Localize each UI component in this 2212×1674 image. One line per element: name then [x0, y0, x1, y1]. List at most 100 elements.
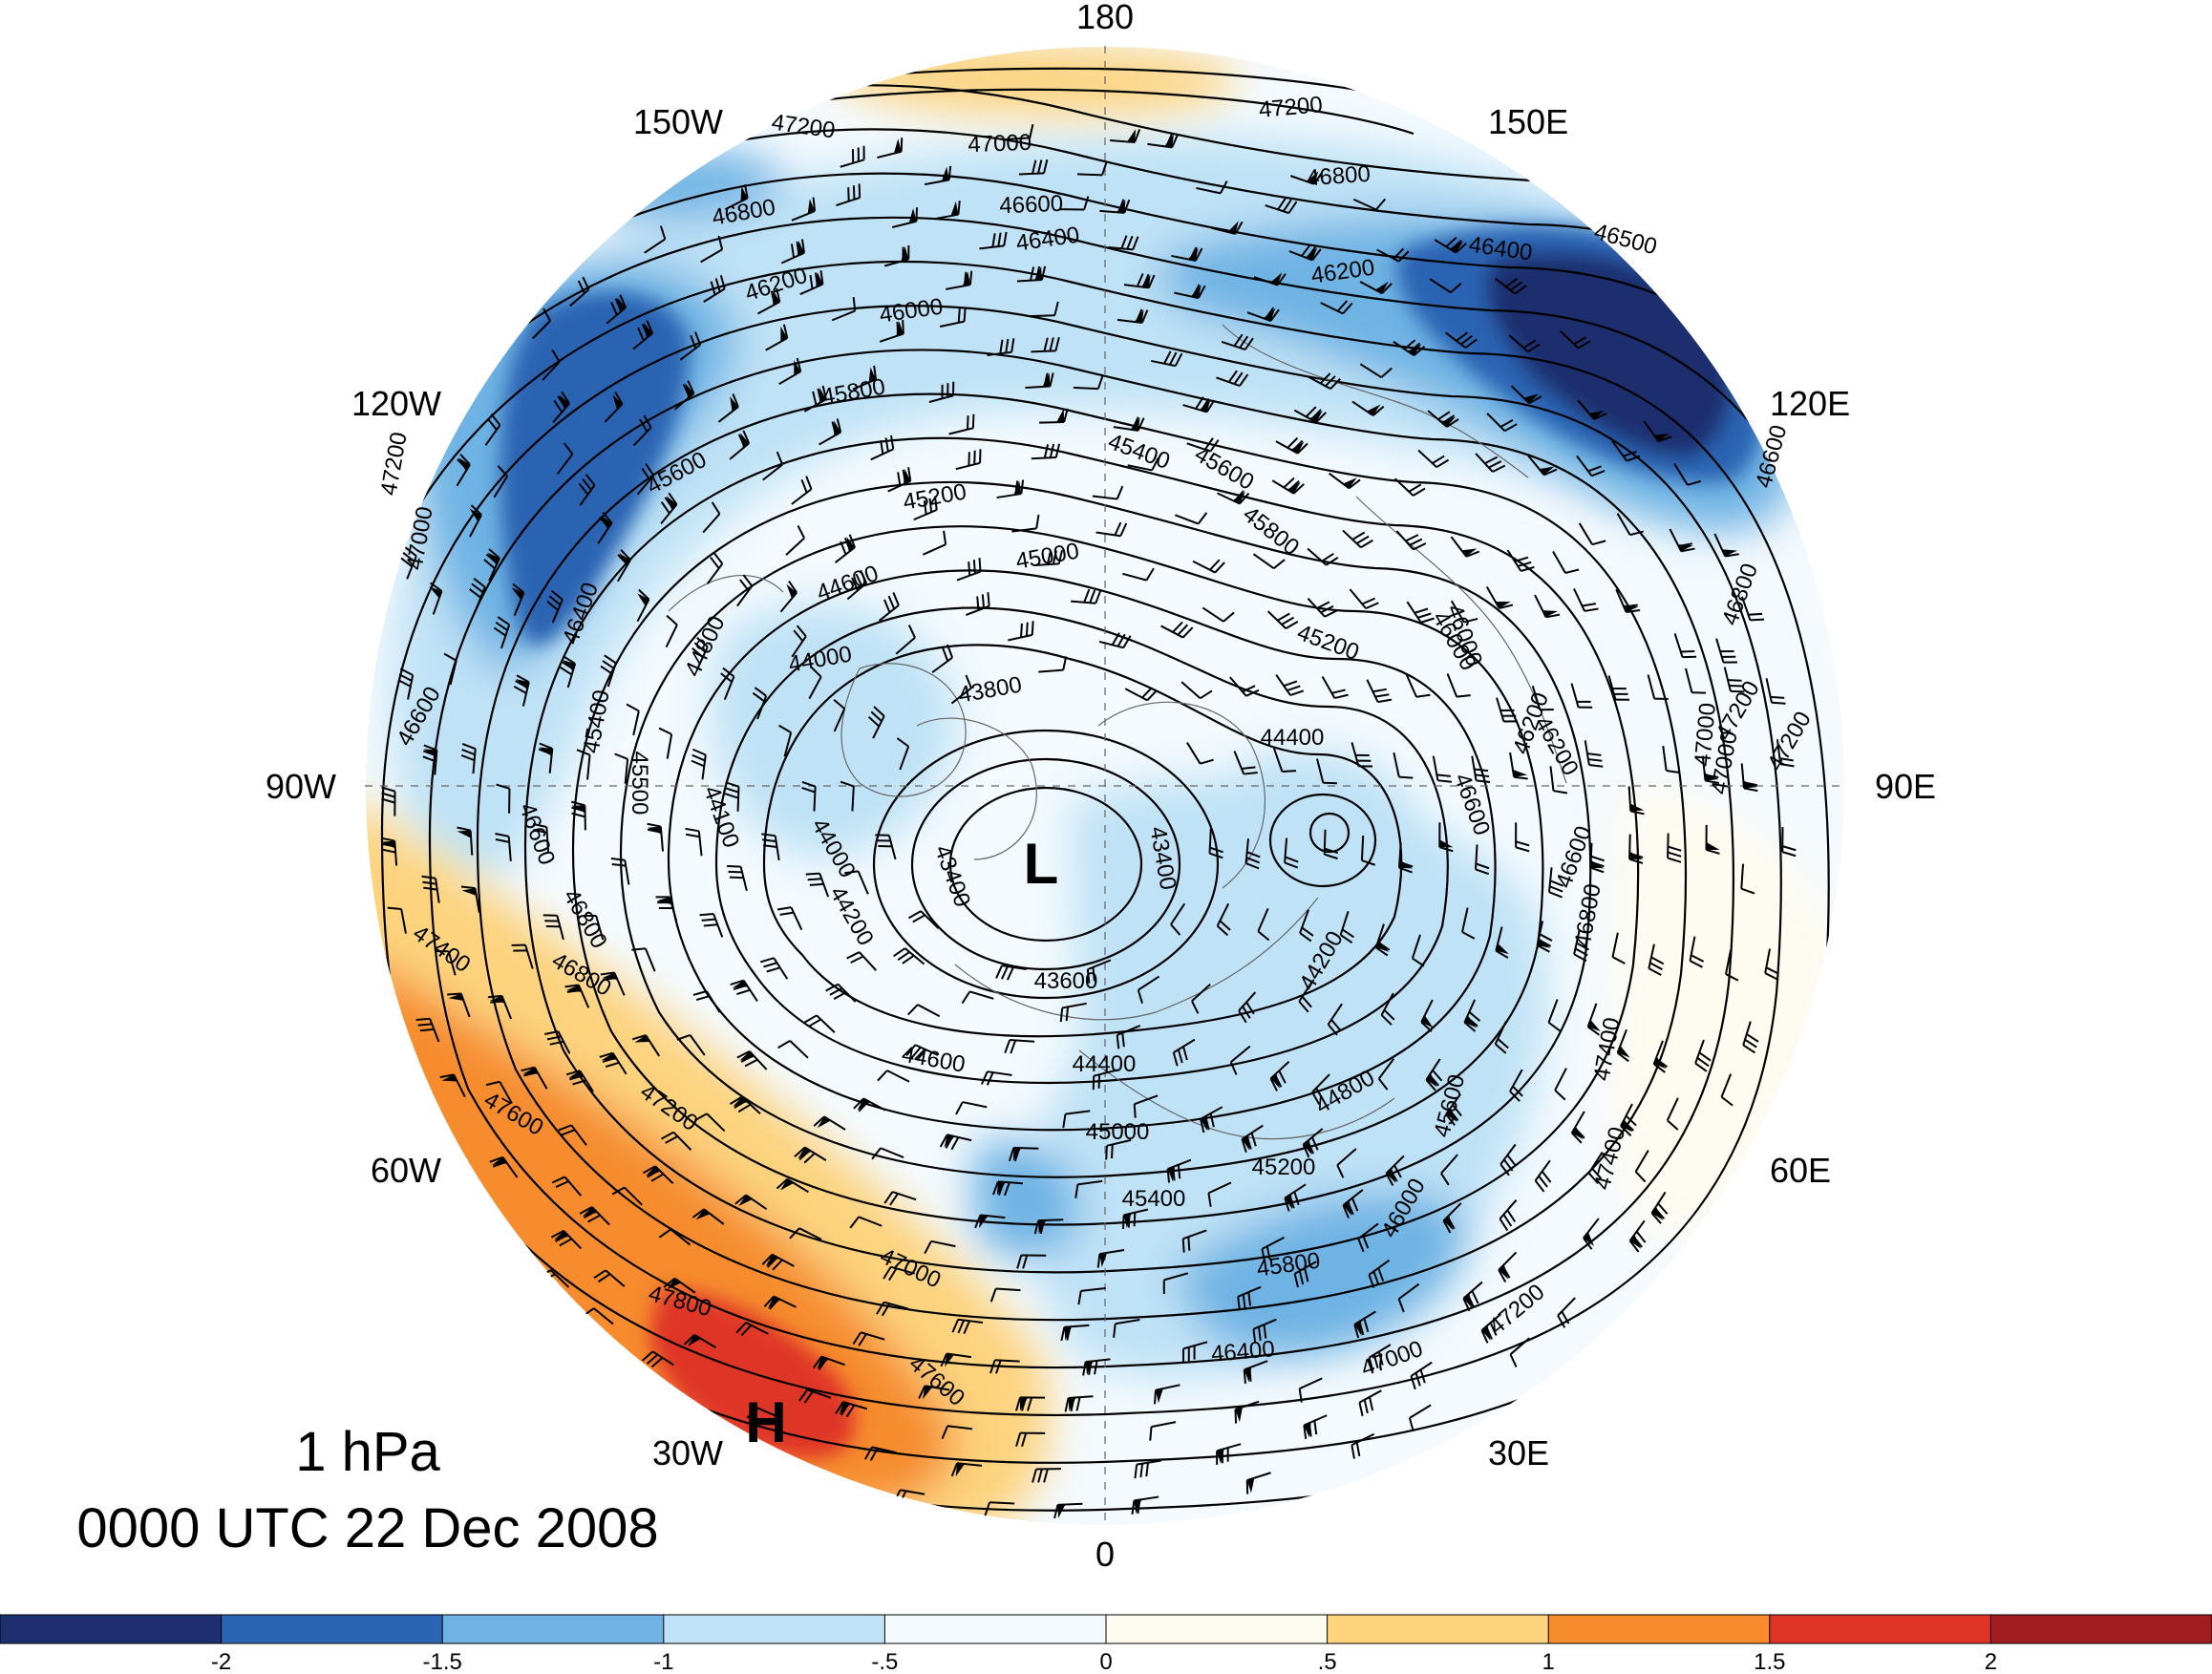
- wind-barb: [1284, 1183, 1307, 1212]
- wind-barb: [736, 1050, 768, 1070]
- wind-barb: [1329, 472, 1361, 490]
- wind-barb: [1299, 909, 1314, 943]
- wind-barb: [1611, 439, 1641, 462]
- wind-barb: [835, 1401, 868, 1418]
- wind-barb: [1018, 159, 1049, 176]
- pressure-level-label: 1 hPa: [295, 1421, 440, 1483]
- colorbar-swatch: [1106, 1615, 1329, 1643]
- wind-barb: [1064, 1395, 1094, 1412]
- wind-barb: [1587, 1152, 1604, 1185]
- wind-barb: [422, 744, 438, 775]
- wind-barb: [833, 699, 846, 732]
- wind-barb: [1380, 992, 1395, 1026]
- wind-barb: [665, 614, 678, 648]
- wind-barb: [813, 1115, 846, 1131]
- wind-barb: [759, 957, 789, 980]
- lon-label-180: 180: [1076, 0, 1134, 36]
- wind-barb: [1406, 601, 1435, 624]
- high-center-marker: H: [745, 1390, 786, 1454]
- wind-barb: [1420, 999, 1434, 1032]
- colorbar-tick-label: 1.5: [1754, 1649, 1785, 1674]
- wind-barb: [511, 583, 525, 617]
- wind-barb: [1667, 833, 1682, 863]
- wind-barb: [1715, 638, 1737, 664]
- wind-barb: [1740, 596, 1765, 622]
- wind-barb: [1241, 1124, 1264, 1154]
- wind-barb: [948, 413, 975, 435]
- wind-barb: [789, 1227, 822, 1240]
- colorbar-swatch: [1327, 1615, 1549, 1643]
- wind-barb: [658, 727, 673, 759]
- wind-barb: [1031, 443, 1061, 460]
- wind-barb: [825, 983, 857, 1003]
- wind-barb: [707, 552, 724, 584]
- wind-barb: [875, 834, 897, 860]
- wind-barb: [1411, 934, 1425, 967]
- wind-barb: [730, 979, 758, 1002]
- wind-barb: [397, 667, 415, 700]
- wind-barb: [511, 943, 534, 969]
- wind-barb: [1723, 667, 1745, 693]
- wind-barb: [1509, 752, 1528, 780]
- wind-barb: [896, 737, 910, 771]
- wind-barb: [1397, 842, 1414, 874]
- wind-barb: [1552, 550, 1580, 574]
- wind-barb: [1229, 676, 1260, 697]
- wind-barb: [1764, 948, 1779, 981]
- wind-barb: [1171, 246, 1203, 263]
- wind-barb: [1030, 301, 1059, 318]
- wind-barb: [1339, 911, 1355, 943]
- contour-label: 46400: [1210, 1336, 1276, 1367]
- contour-label: 46600: [999, 191, 1064, 219]
- wind-barb: [1071, 588, 1102, 604]
- wind-barb: [1147, 133, 1179, 149]
- colorbar-tick-label: -.5: [871, 1649, 898, 1674]
- wind-barb: [1393, 477, 1426, 497]
- wind-barb: [1397, 1282, 1420, 1313]
- wind-barb: [846, 951, 878, 971]
- wind-barb: [1366, 679, 1393, 704]
- wind-barb: [1092, 1069, 1118, 1091]
- colorbar-tick-label: 0: [1099, 1649, 1112, 1674]
- wind-barb: [576, 749, 591, 780]
- lon-label-60e: 60E: [1770, 1151, 1831, 1190]
- wind-barb: [1154, 1384, 1180, 1405]
- wind-barb: [691, 748, 707, 780]
- wind-barb: [939, 307, 967, 328]
- wind-barb: [1221, 333, 1254, 351]
- lon-label-30w: 30W: [652, 1433, 723, 1473]
- wind-barb: [1074, 1179, 1103, 1198]
- wind-barb: [483, 548, 500, 582]
- wind-barb: [1485, 585, 1514, 609]
- wind-barb: [447, 992, 471, 1018]
- wind-barb: [1015, 1431, 1046, 1447]
- wind-barb: [1216, 490, 1250, 505]
- wind-barb: [1549, 766, 1568, 795]
- wind-barb: [1252, 553, 1286, 569]
- wind-barb: [1252, 1318, 1277, 1344]
- wind-barb: [1149, 1421, 1177, 1441]
- wind-barb: [702, 501, 721, 534]
- wind-barb: [852, 365, 877, 391]
- wind-barb: [1494, 1021, 1509, 1054]
- wind-barb: [655, 896, 678, 922]
- wind-barb: [1547, 867, 1564, 899]
- wind-barb: [1011, 514, 1040, 533]
- wind-barb: [1432, 755, 1453, 783]
- wind-barb: [1321, 676, 1349, 700]
- wind-barb: [1628, 1219, 1647, 1253]
- wind-barb: [1620, 1103, 1637, 1136]
- wind-barb: [1376, 247, 1410, 263]
- wind-barb: [870, 434, 895, 461]
- wind-barb: [1110, 129, 1141, 144]
- wind-barb: [1261, 1236, 1285, 1263]
- wind-barb: [966, 592, 990, 616]
- colorbar-tick-label: -1: [653, 1649, 673, 1674]
- wind-barb: [600, 971, 626, 996]
- wind-barb: [691, 1208, 725, 1225]
- wind-barb: [778, 357, 802, 385]
- wind-barb: [801, 781, 817, 812]
- wind-barb: [606, 294, 627, 325]
- wind-barb: [791, 625, 807, 658]
